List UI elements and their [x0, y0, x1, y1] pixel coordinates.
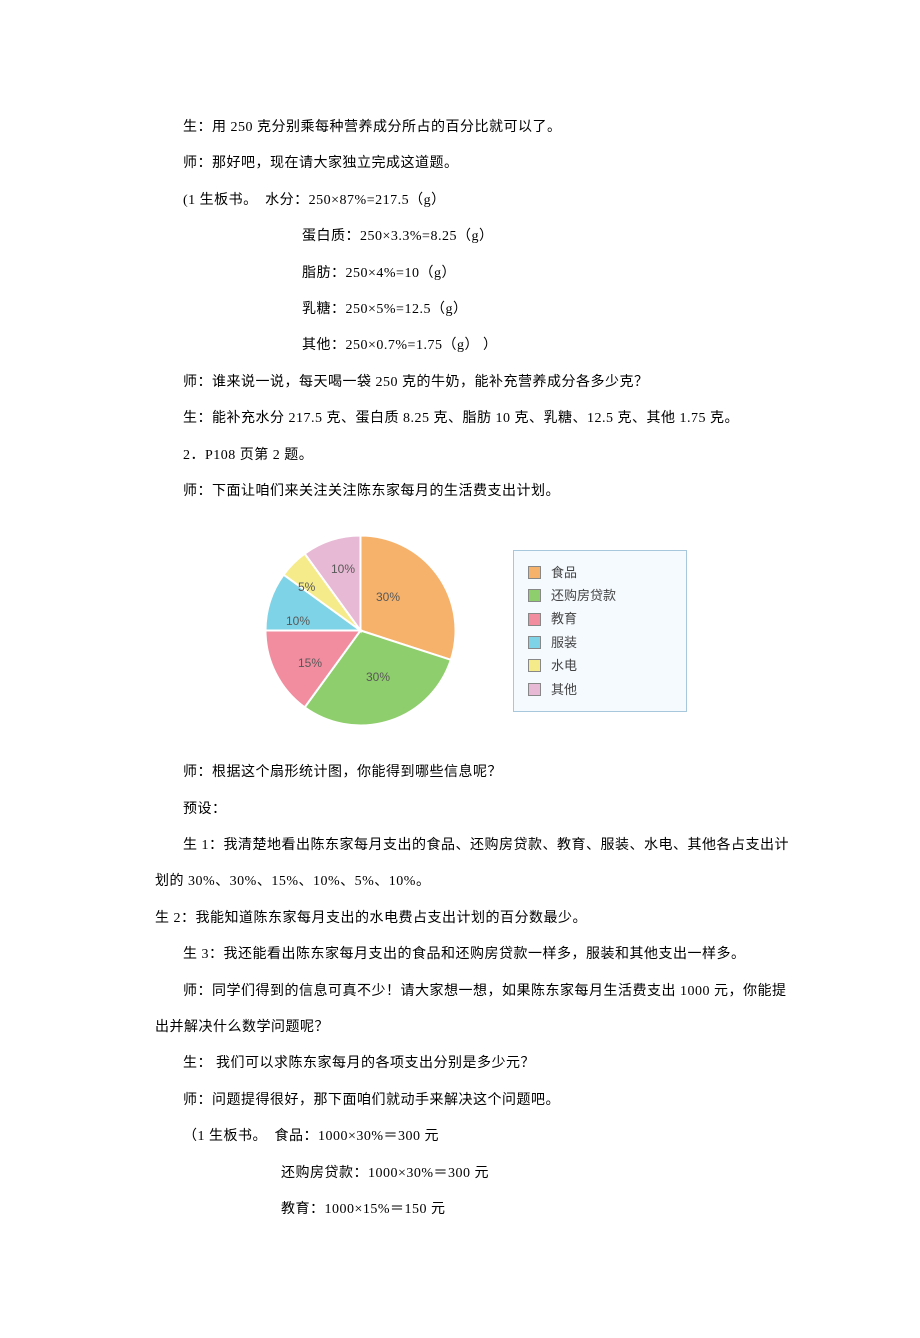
legend-item: 水电 — [528, 654, 616, 677]
legend-swatch — [528, 659, 541, 672]
legend-swatch — [528, 683, 541, 696]
legend-label: 服装 — [551, 631, 577, 654]
calc-line: 其他：250×0.7%=1.75（g） ） — [155, 328, 790, 364]
calc-line: 脂肪：250×4%=10（g） — [155, 256, 790, 292]
dialogue-line: 2．P108 页第 2 题。 — [155, 438, 790, 474]
legend-label: 食品 — [551, 561, 577, 584]
pie-slice-label: 5% — [298, 580, 315, 594]
dialogue-line: 生：用 250 克分别乘每种营养成分所占的百分比就可以了。 — [155, 110, 790, 146]
legend-label: 其他 — [551, 678, 577, 701]
legend-item: 教育 — [528, 607, 616, 630]
pie-slice-label: 30% — [376, 590, 400, 604]
legend-item: 服装 — [528, 631, 616, 654]
dialogue-line: 师：谁来说一说，每天喝一袋 250 克的牛奶，能补充营养成分各多少克？ — [155, 365, 790, 401]
dialogue-line: 师：问题提得很好，那下面咱们就动手来解决这个问题吧。 — [155, 1083, 790, 1119]
calc-line: 还购房贷款：1000×30%＝300 元 — [155, 1156, 790, 1192]
legend-swatch — [528, 636, 541, 649]
dialogue-line: 预设： — [155, 792, 790, 828]
calc-line: （1 生板书。 食品：1000×30%＝300 元 — [155, 1119, 790, 1155]
legend-item: 其他 — [528, 678, 616, 701]
pie-slice-label: 15% — [298, 656, 322, 670]
dialogue-line: 生： 我们可以求陈东家每月的各项支出分别是多少元？ — [155, 1046, 790, 1082]
dialogue-line: 师：同学们得到的信息可真不少！请大家想一想，如果陈东家每月生活费支出 1000 … — [155, 974, 790, 1047]
legend-label: 还购房贷款 — [551, 584, 616, 607]
dialogue-line: 生 1：我清楚地看出陈东家每月支出的食品、还购房贷款、教育、服装、水电、其他各占… — [155, 828, 790, 901]
pie-slice-label: 10% — [286, 614, 310, 628]
dialogue-line: 生 2：我能知道陈东家每月支出的水电费占支出计划的百分数最少。 — [155, 901, 790, 937]
pie-slice-label: 10% — [331, 562, 355, 576]
dialogue-line: 生：能补充水分 217.5 克、蛋白质 8.25 克、脂肪 10 克、乳糖、12… — [155, 401, 790, 437]
legend-swatch — [528, 589, 541, 602]
dialogue-line: 师：那好吧，现在请大家独立完成这道题。 — [155, 146, 790, 182]
document-page: 生：用 250 克分别乘每种营养成分所占的百分比就可以了。 师：那好吧，现在请大… — [0, 0, 920, 1338]
legend-swatch — [528, 613, 541, 626]
legend-swatch — [528, 566, 541, 579]
calc-line: (1 生板书。 水分：250×87%=217.5（g） — [155, 183, 790, 219]
calc-line: 教育：1000×15%＝150 元 — [155, 1192, 790, 1228]
pie-chart: 30% 30% 15% 10% 5% 10% — [258, 528, 463, 733]
chart-figure: 30% 30% 15% 10% 5% 10% 食品还购房贷款教育服装水电其他 — [155, 528, 790, 733]
legend-item: 还购房贷款 — [528, 584, 616, 607]
calc-line: 乳糖：250×5%=12.5（g） — [155, 292, 790, 328]
legend-box: 食品还购房贷款教育服装水电其他 — [513, 550, 687, 712]
dialogue-line: 师：根据这个扇形统计图，你能得到哪些信息呢？ — [155, 755, 790, 791]
calc-line: 蛋白质：250×3.3%=8.25（g） — [155, 219, 790, 255]
legend-item: 食品 — [528, 561, 616, 584]
legend-label: 教育 — [551, 607, 577, 630]
dialogue-line: 生 3：我还能看出陈东家每月支出的食品和还购房贷款一样多，服装和其他支出一样多。 — [155, 937, 790, 973]
dialogue-line: 师：下面让咱们来关注关注陈东家每月的生活费支出计划。 — [155, 474, 790, 510]
pie-svg — [258, 528, 463, 733]
pie-slice-label: 30% — [366, 670, 390, 684]
legend-label: 水电 — [551, 654, 577, 677]
